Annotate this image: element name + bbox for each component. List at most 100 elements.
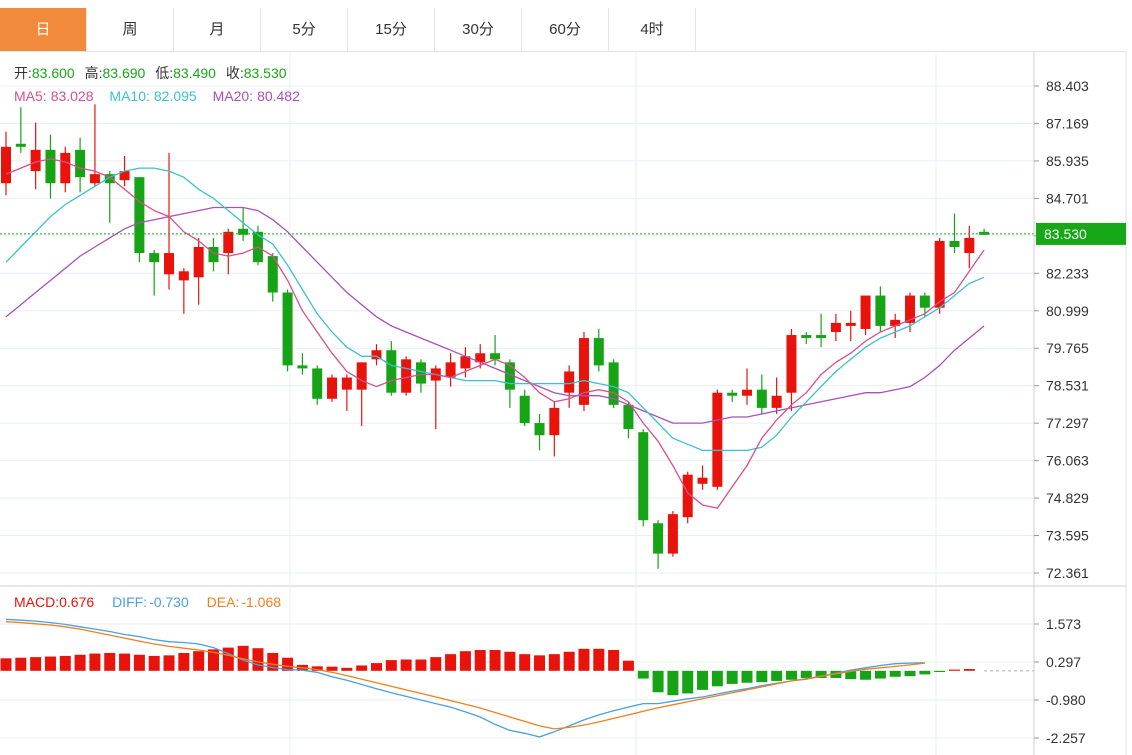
candle — [89, 104, 100, 187]
candle-body — [60, 152, 71, 184]
candle — [178, 268, 189, 314]
candle — [30, 122, 41, 190]
candle — [45, 134, 56, 199]
tab-4hour[interactable]: 4时 — [609, 8, 696, 51]
macd-bar — [415, 659, 427, 671]
candle-body — [934, 240, 945, 308]
macd-bar — [711, 670, 723, 687]
candle — [549, 401, 560, 457]
candle — [682, 471, 693, 524]
candle-body — [89, 174, 100, 184]
open-value: 83.600 — [32, 65, 75, 81]
tab-60min[interactable]: 60分 — [522, 8, 609, 51]
chart[interactable]: 88.40387.16985.93584.70183.46782.23380.9… — [0, 51, 1132, 755]
candle-body — [1, 146, 11, 184]
candle — [756, 374, 767, 414]
macd-bar — [326, 666, 338, 671]
candle-body — [267, 256, 278, 293]
ma10-label: MA10: — [109, 88, 149, 104]
tab-15min[interactable]: 15分 — [348, 8, 435, 51]
candle — [445, 353, 456, 387]
candle-body — [905, 295, 916, 323]
candle — [1, 131, 11, 196]
macd-bar — [489, 649, 501, 671]
candle — [830, 313, 841, 342]
macd-bar — [282, 657, 294, 671]
candle-body — [149, 253, 160, 263]
svg-text:83.530: 83.530 — [1044, 226, 1087, 242]
current-price-tag: 83.530 — [1036, 222, 1126, 245]
ma5-value: 83.028 — [51, 88, 94, 104]
candle — [593, 328, 604, 372]
candle — [875, 286, 886, 332]
macd-bar — [74, 654, 86, 671]
close-value: 83.530 — [244, 65, 287, 81]
candle — [534, 413, 545, 451]
candle-body — [578, 338, 589, 405]
candle-body — [119, 171, 130, 181]
macd-bar — [919, 670, 931, 675]
price-tick-label: 78.531 — [1046, 378, 1089, 394]
price-tick-label: 80.999 — [1046, 303, 1089, 319]
tab-month[interactable]: 月 — [174, 8, 261, 51]
price-tick-label: 73.595 — [1046, 528, 1089, 544]
candle — [771, 377, 782, 414]
candle — [238, 207, 249, 241]
price-tick-label: 84.701 — [1046, 190, 1089, 206]
candles — [1, 104, 990, 569]
low-label: 低: — [155, 65, 173, 81]
macd-bar — [682, 670, 694, 694]
macd-bar — [207, 649, 219, 671]
macd-tick-label: 1.573 — [1046, 616, 1081, 632]
candle — [845, 310, 856, 342]
candle — [371, 344, 382, 366]
tab-week[interactable]: 周 — [87, 8, 174, 51]
candle-body — [193, 246, 204, 278]
macd-tick-label: -0.980 — [1046, 692, 1086, 708]
macd-bar — [445, 654, 457, 671]
candle — [578, 331, 589, 411]
candle — [327, 374, 338, 402]
candle — [104, 171, 115, 223]
macd-bar — [860, 670, 872, 680]
candle-body — [30, 149, 41, 172]
macd-bar — [622, 660, 634, 671]
price-tick-label: 88.403 — [1046, 78, 1089, 94]
candle — [564, 365, 575, 408]
candle-body — [830, 322, 841, 332]
candle — [919, 292, 930, 317]
macd-bar — [667, 670, 679, 696]
candle-body — [742, 389, 752, 396]
candle — [653, 520, 664, 569]
macd-bar — [948, 669, 960, 671]
candle-body — [460, 356, 471, 369]
macd-bar — [726, 670, 738, 684]
high-label: 高: — [85, 65, 103, 81]
macd-tick-label: 0.297 — [1046, 654, 1081, 670]
candle-body — [564, 371, 575, 393]
macd-bar — [608, 649, 620, 671]
candle — [164, 152, 175, 290]
tab-30min[interactable]: 30分 — [435, 8, 522, 51]
macd-bar — [15, 657, 27, 671]
macd-bar — [800, 670, 812, 678]
candle-body — [386, 350, 397, 393]
macd-bar — [104, 652, 116, 671]
tab-5min[interactable]: 5分 — [261, 8, 348, 51]
candle — [697, 465, 708, 490]
dea-line — [5, 621, 925, 730]
tab-day[interactable]: 日 — [0, 8, 87, 51]
price-tick-label: 87.169 — [1046, 115, 1089, 131]
macd-bar — [904, 670, 916, 677]
ma-legend: MA5: 83.028 MA10: 82.095 MA20: 80.482 — [14, 88, 300, 104]
timeframe-tabs: 日 周 月 5分 15分 30分 60分 4时 — [0, 8, 1126, 52]
candle-body — [504, 362, 515, 390]
candle-body — [593, 338, 604, 366]
low-value: 83.490 — [173, 65, 216, 81]
macd-bar — [741, 670, 753, 683]
candle-body — [771, 395, 782, 408]
macd-bar — [267, 652, 279, 671]
candle — [949, 213, 960, 254]
candle-body — [178, 271, 189, 281]
high-value: 83.690 — [103, 65, 146, 81]
